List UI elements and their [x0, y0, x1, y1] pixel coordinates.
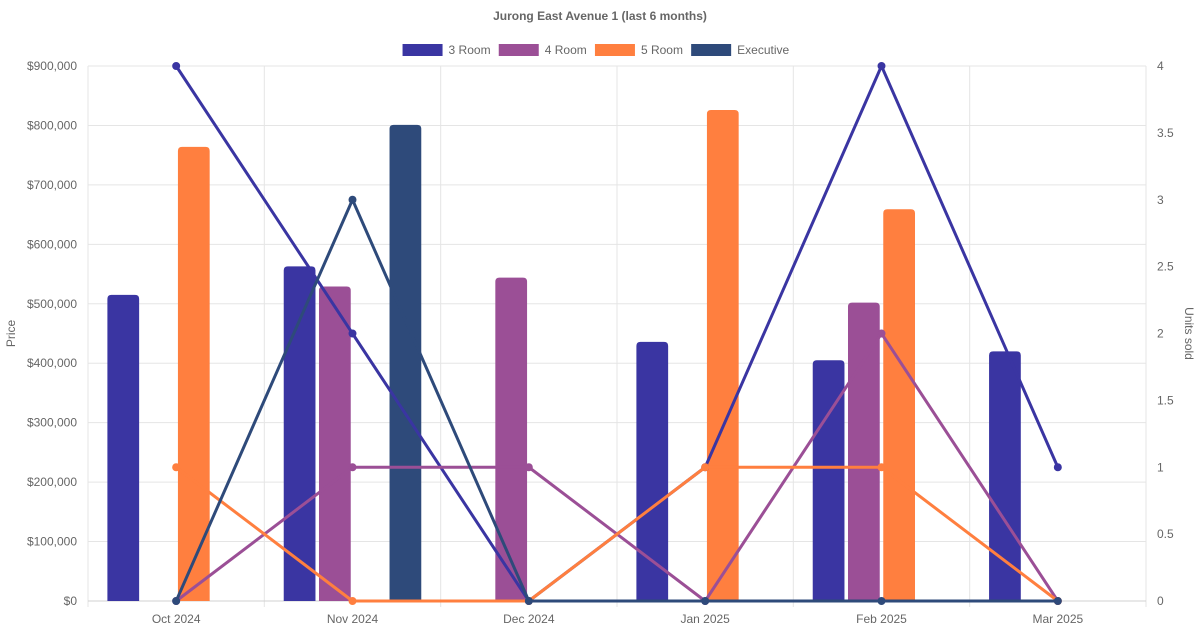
- bar-5-room: [883, 209, 916, 601]
- x-tick-label: Dec 2024: [503, 612, 555, 626]
- point-4-room: [348, 463, 357, 472]
- legend-swatch-3-room: [402, 44, 443, 56]
- y2-tick-label: 2.5: [1157, 260, 1174, 274]
- y2-axis-title: Units sold: [1182, 307, 1196, 360]
- bar-3-room: [107, 294, 140, 601]
- bar-3-room: [283, 266, 316, 601]
- bar-4-room: [495, 277, 528, 601]
- point-3-room: [172, 62, 181, 70]
- y2-tick-label: 2: [1157, 327, 1164, 341]
- point-3-room: [877, 62, 886, 70]
- point-3-room: [1053, 463, 1062, 472]
- y2-tick-label: 1: [1157, 460, 1164, 474]
- point-executive: [172, 597, 181, 605]
- legend-label-executive: Executive: [737, 43, 789, 57]
- y-tick-label: $400,000: [27, 356, 77, 370]
- point-executive: [877, 597, 886, 605]
- legend-label-5-room: 5 Room: [641, 43, 683, 57]
- x-tick-label: Mar 2025: [1032, 612, 1083, 626]
- y2-tick-label: 0.5: [1157, 527, 1174, 541]
- y2-tick-label: 1.5: [1157, 393, 1174, 407]
- point-5-room: [877, 463, 886, 472]
- y-tick-label: $0: [64, 594, 78, 608]
- bar-5-room: [706, 109, 739, 601]
- y2-tick-label: 0: [1157, 594, 1164, 608]
- y2-tick-label: 3: [1157, 193, 1164, 207]
- line-executive: [174, 198, 1058, 603]
- y-tick-label: $100,000: [27, 535, 77, 549]
- x-tick-label: Oct 2024: [152, 612, 201, 626]
- legend-label-3-room: 3 Room: [449, 43, 491, 57]
- point-executive: [524, 597, 533, 605]
- x-tick-label: Feb 2025: [856, 612, 907, 626]
- legend-swatch-executive: [691, 44, 732, 56]
- bar-4-room: [318, 286, 351, 601]
- point-executive: [1053, 597, 1062, 605]
- legend-label-4-room: 4 Room: [545, 43, 587, 57]
- y-tick-label: $600,000: [27, 237, 77, 251]
- x-tick-label: Nov 2024: [327, 612, 379, 626]
- y-tick-label: $500,000: [27, 297, 77, 311]
- y-axis-title: Price: [4, 320, 18, 348]
- y2-tick-label: 3.5: [1157, 126, 1174, 140]
- bar-3-room: [812, 360, 845, 601]
- chart-title: Jurong East Avenue 1 (last 6 months): [493, 9, 707, 23]
- point-5-room: [701, 463, 710, 472]
- bar-4-room: [847, 302, 880, 601]
- y-tick-label: $200,000: [27, 475, 77, 489]
- legend-swatch-4-room: [498, 44, 539, 56]
- y-tick-label: $800,000: [27, 118, 77, 132]
- point-4-room: [524, 463, 533, 472]
- x-tick-label: Jan 2025: [680, 612, 730, 626]
- bar-3-room: [636, 341, 669, 601]
- bar-3-room: [989, 351, 1021, 601]
- point-executive: [348, 195, 357, 204]
- point-executive: [701, 597, 710, 605]
- y-tick-label: $300,000: [27, 416, 77, 430]
- y-tick-label: $700,000: [27, 178, 77, 192]
- point-4-room: [877, 329, 886, 338]
- bar-executive: [389, 124, 422, 601]
- point-5-room: [348, 597, 357, 605]
- y2-tick-label: 4: [1157, 59, 1164, 73]
- point-3-room: [348, 329, 357, 338]
- y-tick-label: $900,000: [27, 59, 77, 73]
- point-5-room: [172, 463, 181, 472]
- line-5-room: [175, 465, 1059, 603]
- legend-swatch-5-room: [594, 44, 635, 56]
